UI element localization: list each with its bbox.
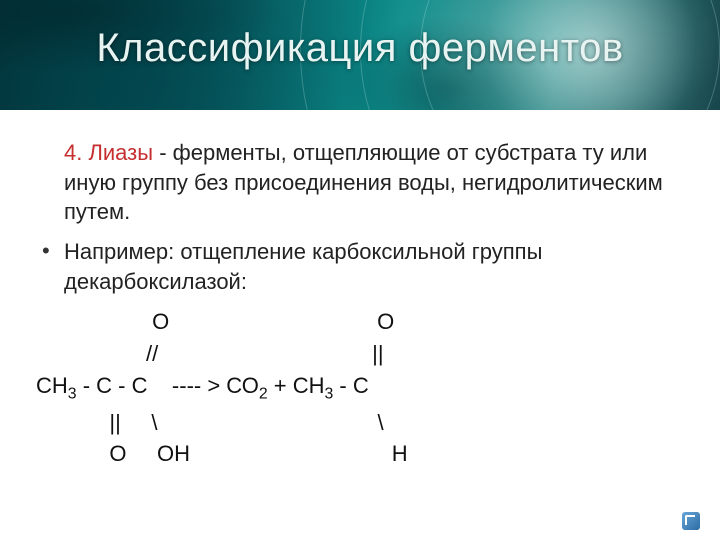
slide: Классификация ферментов 4. Лиазы - ферме… [0, 0, 720, 540]
lead-paragraph: 4. Лиазы - ферменты, отщепляющие от субс… [36, 138, 684, 227]
chem-line-5: О ОН Н [36, 441, 408, 466]
slide-title: Классификация ферментов [0, 26, 720, 71]
sub-2: 2 [259, 386, 268, 403]
chem-line-3a: СН [36, 373, 68, 398]
lead-text: - ферменты, отщепляющие от субстрата ту … [64, 140, 663, 224]
chem-line-4: || \ \ [36, 410, 384, 435]
sub-3: 3 [68, 386, 77, 403]
slide-body: 4. Лиазы - ферменты, отщепляющие от субс… [0, 110, 720, 490]
chem-line-1: О О [36, 309, 394, 334]
lead-number: 4. Лиазы [64, 140, 153, 165]
chem-line-2: // || [36, 341, 384, 366]
footer-logo [682, 512, 706, 530]
bullet-text: Например: отщепление карбоксильной групп… [64, 239, 542, 294]
chem-line-3c: + СН [268, 373, 325, 398]
chem-line-3b: - С - С ---- > СО [77, 373, 259, 398]
example-bullet: Например: отщепление карбоксильной групп… [36, 237, 684, 296]
logo-icon [682, 512, 700, 530]
chemical-structure: О О // || СН3 - С - С ---- > СО2 + СН3 -… [36, 306, 684, 470]
sub-3b: 3 [325, 386, 334, 403]
slide-header: Классификация ферментов [0, 0, 720, 110]
chem-line-3d: - С [333, 373, 368, 398]
